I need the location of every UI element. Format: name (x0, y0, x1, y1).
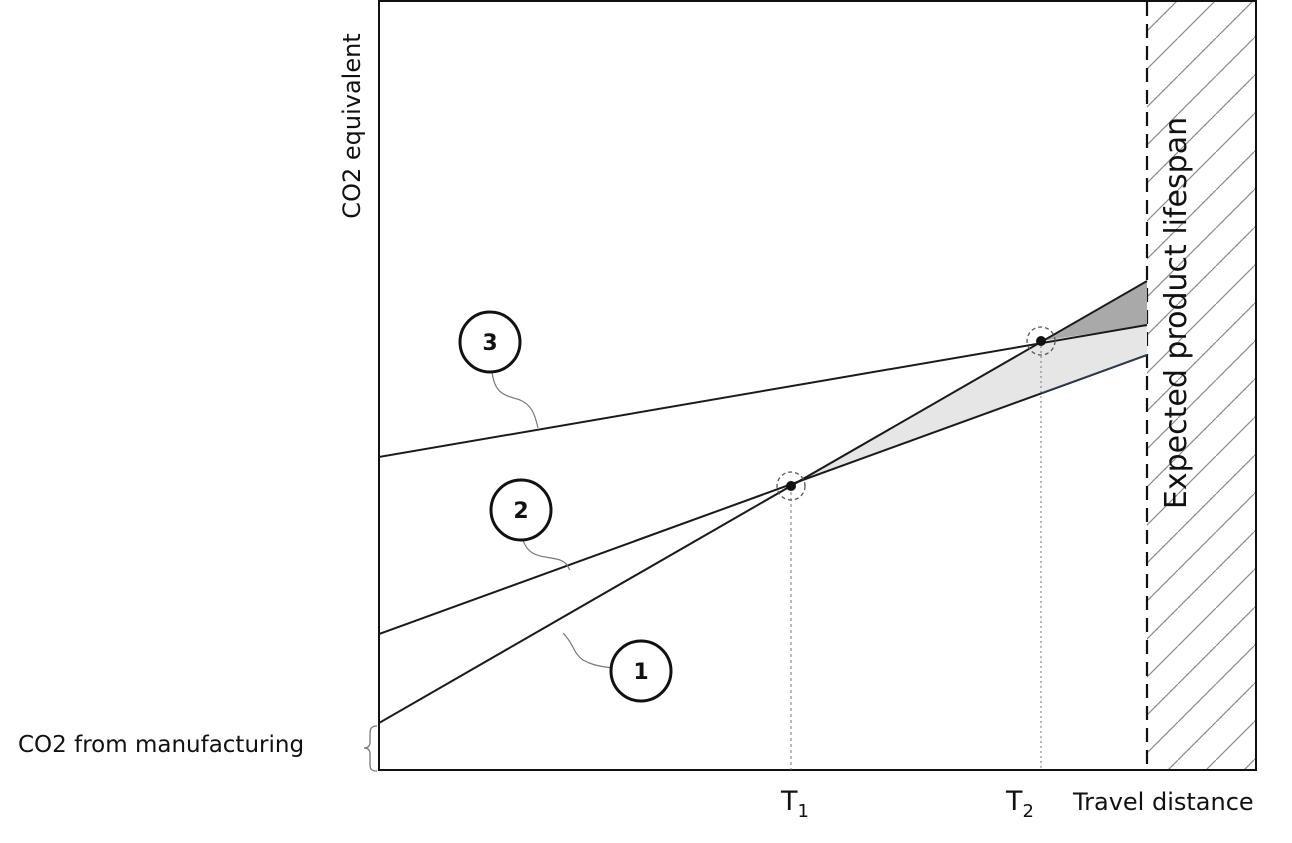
manufacturing-brace (363, 725, 378, 772)
tick-t1-sub: 1 (798, 801, 809, 822)
line-2-tint (1040, 354, 1148, 394)
intersection-t1-ring (776, 471, 806, 501)
lifespan-label: Expected product lifespan (1159, 117, 1194, 509)
line-1 (378, 280, 1148, 724)
shade-region-light (791, 325, 1147, 486)
tick-t1-base: T (780, 786, 798, 817)
leader-1 (562, 632, 614, 669)
line-label-2-text: 2 (513, 499, 528, 524)
lifespan-hatch-region (1147, 2, 1255, 769)
tick-t2-base: T (1005, 786, 1023, 817)
intersection-t1-dot (786, 481, 796, 491)
line-3 (378, 324, 1148, 458)
line-label-1-text: 1 (633, 660, 648, 685)
plot-frame (378, 0, 1257, 771)
leader-3 (491, 371, 539, 429)
line-label-1: 1 (609, 639, 673, 703)
manufacturing-label: CO2 from manufacturing (18, 732, 304, 758)
intersection-t2-ring (1026, 326, 1056, 356)
line-2 (378, 354, 1148, 635)
y-axis-label: CO2 equivalent (338, 33, 366, 218)
line-label-3: 3 (458, 310, 522, 374)
line-label-2: 2 (489, 478, 553, 542)
svg-text:T1: T1 (780, 786, 809, 822)
leader-2 (521, 536, 571, 571)
svg-text:T2: T2 (1005, 786, 1034, 822)
line-label-3-text: 3 (482, 331, 497, 356)
tick-label-t1: T1 (780, 786, 809, 822)
tick-t2-sub: 2 (1023, 801, 1034, 822)
tick-label-t2: T2 (1005, 786, 1034, 822)
intersection-t2-dot (1036, 336, 1046, 346)
x-axis-label: Travel distance (1072, 788, 1254, 816)
